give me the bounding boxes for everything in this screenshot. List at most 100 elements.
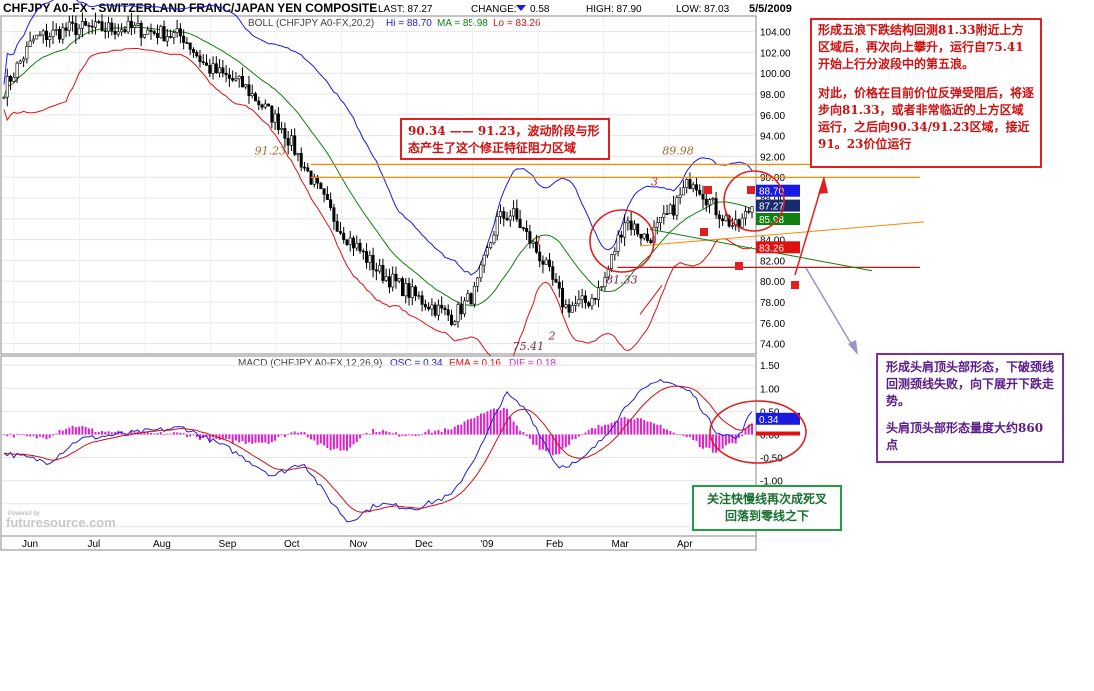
macd-tick-label: 1.50 (760, 361, 780, 372)
candle-body (280, 128, 284, 131)
osc-bar (440, 432, 443, 435)
osc-bar (698, 434, 701, 448)
candle-body (489, 242, 493, 248)
osc-bar (38, 434, 41, 437)
candle-body (531, 241, 535, 244)
osc-bar (303, 432, 306, 435)
candle-body (590, 297, 594, 307)
candle-body (51, 29, 55, 37)
macd-slow-line (3, 385, 753, 513)
macd-tick-label: 0.00 (760, 430, 780, 441)
osc-bar (751, 423, 753, 435)
osc-bar (323, 434, 326, 446)
osc-bar (561, 434, 564, 449)
osc-bar (447, 429, 450, 435)
osc-bar (189, 434, 192, 437)
osc-bar (659, 424, 662, 435)
osc-bar (182, 433, 185, 435)
candle-body (48, 36, 52, 40)
candle-body (387, 276, 391, 288)
osc-bar (55, 433, 58, 435)
candle-body (169, 36, 173, 38)
last-price: LAST: 87.27 (378, 4, 433, 15)
candle-body (276, 113, 280, 131)
marker-square (747, 186, 755, 194)
candle-body (655, 222, 659, 228)
osc-bar (502, 407, 505, 435)
candle-body (80, 21, 84, 29)
high-price: HIGH: 87.90 (586, 4, 642, 15)
osc-bar (672, 432, 675, 435)
candle-body (286, 137, 290, 146)
candle-body (74, 23, 78, 36)
candle-body (698, 189, 702, 195)
candle-body (113, 30, 117, 35)
candle-body (257, 100, 261, 106)
osc-bar (721, 434, 724, 449)
candle-body (299, 153, 303, 168)
osc-bar (555, 434, 558, 455)
candle-body (231, 78, 235, 81)
candle-body (554, 279, 558, 283)
candle-body (338, 231, 342, 234)
candle-body (345, 239, 349, 245)
wave-label: 75.41 (513, 340, 545, 353)
osc-bar (238, 434, 241, 443)
osc-bar (114, 431, 117, 435)
osc-bar (604, 424, 607, 435)
osc-bar (682, 434, 685, 436)
osc-bar (84, 427, 87, 435)
candle-body (306, 167, 310, 172)
osc-bar (630, 418, 633, 435)
candle-body (267, 103, 271, 107)
candle-body (201, 61, 205, 64)
osc-bar (316, 434, 319, 445)
candle-body (397, 278, 401, 282)
osc-bar (267, 434, 270, 445)
osc-bar (548, 434, 551, 454)
macd-tick-label: -0.50 (760, 454, 783, 465)
osc-bar (296, 432, 299, 435)
candle-body (567, 304, 571, 313)
candle-body (123, 29, 127, 33)
osc-bar (231, 434, 234, 444)
osc-tag-label: 0.34 (759, 415, 779, 426)
osc-bar (130, 430, 133, 435)
highlight-circle (589, 209, 655, 273)
watermark-brand: futuresource.com (6, 515, 116, 530)
candle-body (240, 75, 244, 88)
candle-body (195, 52, 199, 57)
osc-bar (385, 431, 388, 435)
candle-body (100, 21, 104, 31)
candle-body (427, 306, 431, 310)
osc-bar (473, 418, 476, 435)
candle-body (61, 27, 65, 40)
macd-tick-label: -1.00 (760, 477, 783, 488)
osc-bar (394, 432, 397, 435)
osc-bar (577, 434, 580, 437)
osc-bar (195, 434, 198, 438)
macd-cross-text: 关注快慢线再次成死叉回落到零线之下 (706, 492, 827, 523)
head-shoulders-annotation: 形成头肩顶头部形态，下破颈线回测颈线失败，向下展开下跌走势。 头肩顶头部形态量度… (876, 353, 1064, 463)
candle-body (178, 28, 182, 37)
osc-bar (345, 434, 348, 451)
candle-body (221, 67, 225, 74)
candle-body (449, 314, 453, 325)
osc-bar (496, 408, 499, 435)
month-label: '09 (481, 539, 494, 550)
candle-body (610, 254, 614, 269)
candle-body (97, 21, 101, 23)
osc-bar (685, 434, 688, 438)
osc-bar (408, 434, 411, 436)
osc-bar (48, 434, 51, 438)
change-label: CHANGE: (471, 4, 517, 15)
osc-bar (352, 434, 355, 445)
candle-body (247, 84, 251, 97)
osc-bar (326, 434, 329, 449)
candle-body (332, 207, 336, 222)
osc-bar (646, 421, 649, 435)
candle-body (142, 34, 146, 38)
candle-body (498, 211, 502, 217)
candle-body (701, 193, 705, 200)
osc-bar (662, 428, 665, 435)
